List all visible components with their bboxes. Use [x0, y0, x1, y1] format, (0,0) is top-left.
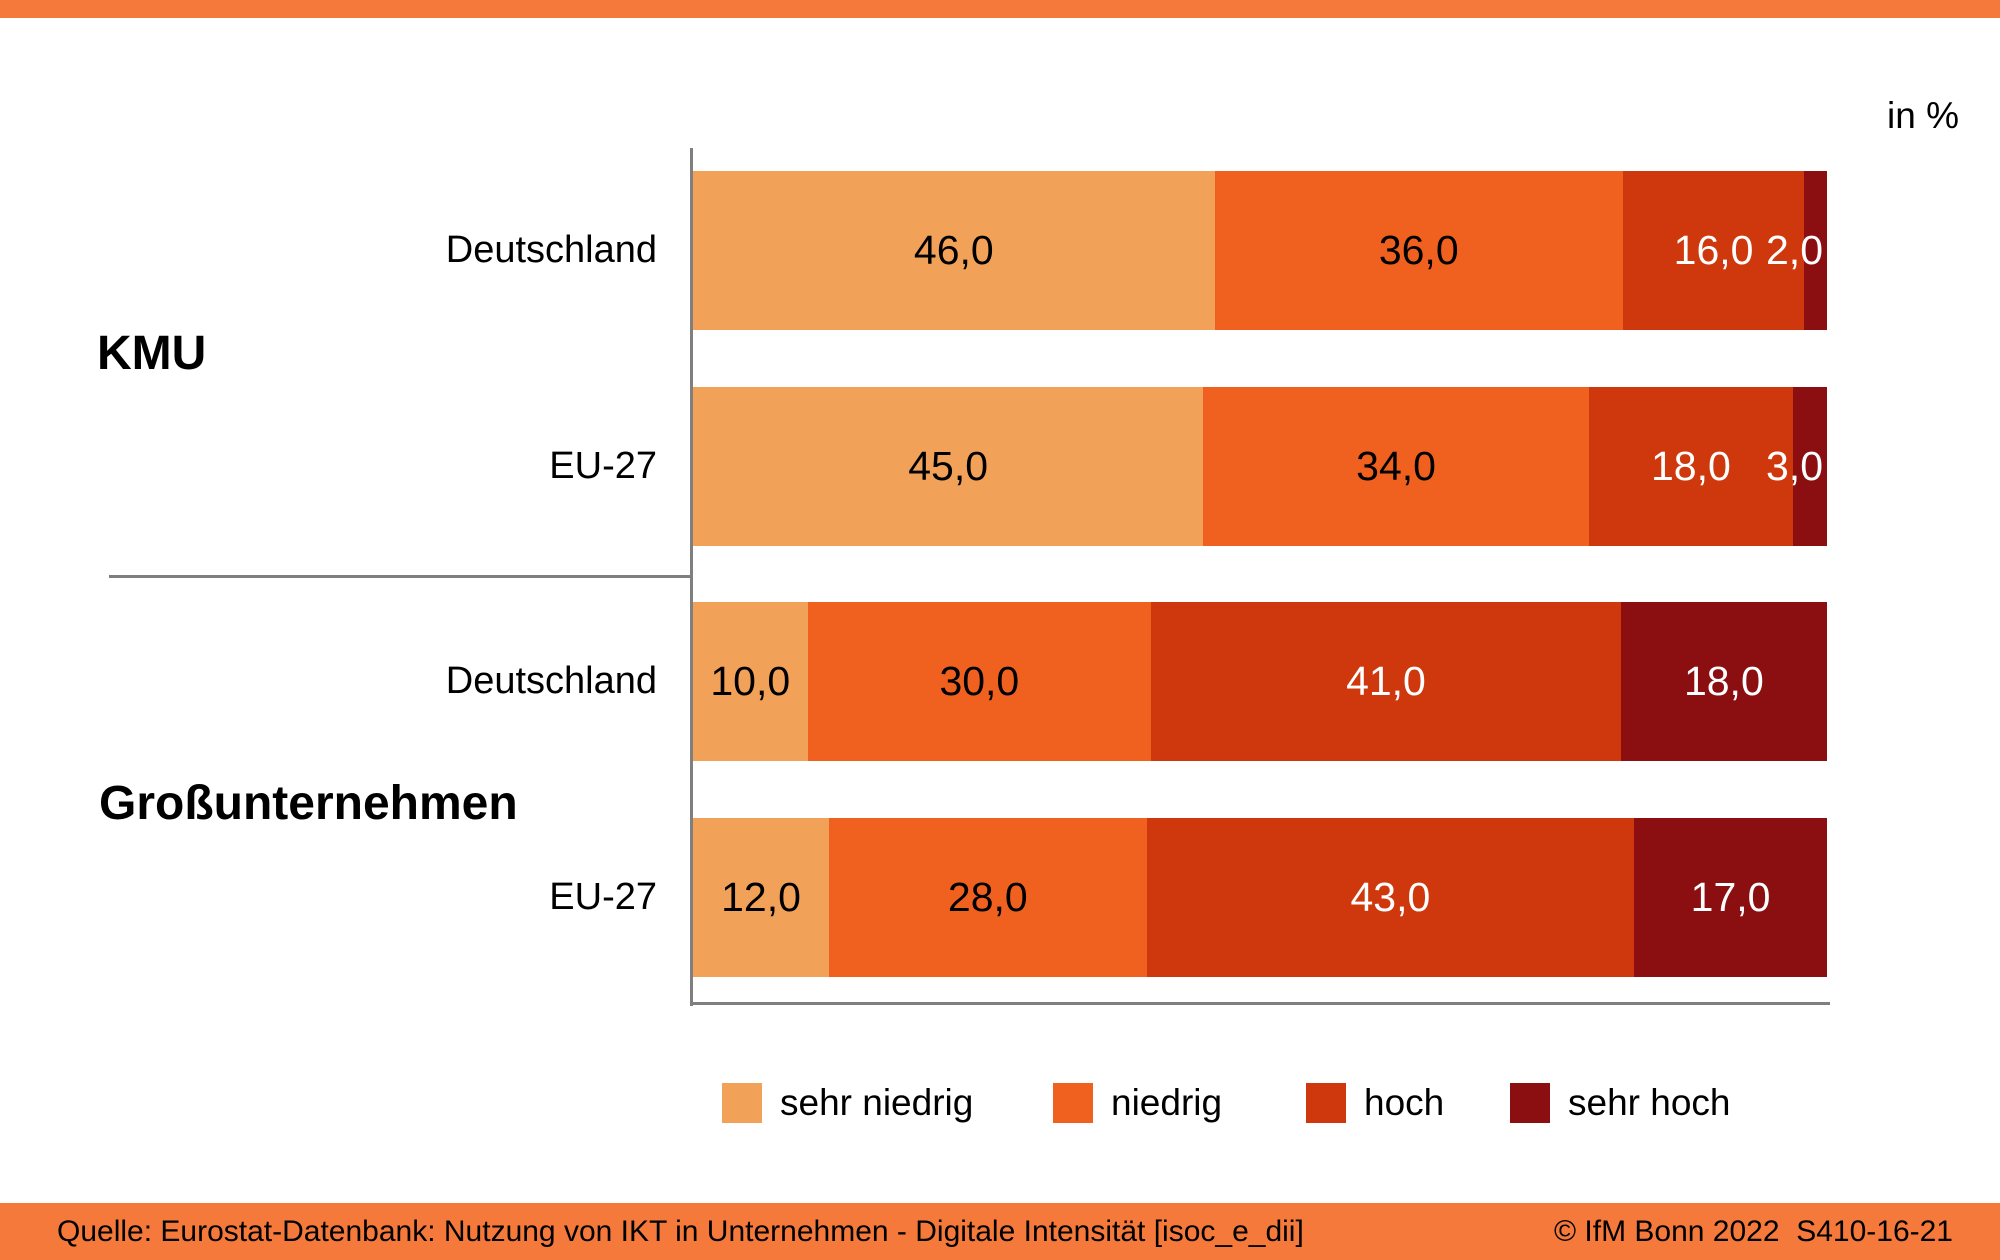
legend-item: hoch [1306, 1082, 1445, 1123]
bar-value-label: 10,0 [710, 658, 791, 704]
y-axis-line [690, 148, 693, 1006]
legend-item: sehr niedrig [722, 1082, 974, 1123]
legend-item: niedrig [1053, 1082, 1223, 1123]
legend-label: hoch [1364, 1082, 1445, 1123]
legend-swatch [722, 1083, 762, 1123]
legend-label: sehr niedrig [780, 1082, 974, 1123]
group-label: Großunternehmen [99, 777, 518, 830]
bar-value-label: 43,0 [1350, 874, 1431, 920]
source-text: Quelle: Eurostat-Datenbank: Nutzung von … [57, 1214, 1304, 1248]
bar-value-label: 41,0 [1346, 658, 1426, 704]
bar-segment: 16,0 [1622, 171, 1805, 330]
bar-row: 10,0 30,0 41,0 18,0 [693, 602, 1827, 761]
unit-label: in % [1887, 95, 1959, 136]
bar-segment: 30,0 [807, 602, 1152, 761]
bar-segment: 46,0 [693, 171, 1215, 330]
bar-segment: 28,0 [829, 818, 1147, 977]
legend-item: sehr hoch [1510, 1082, 1731, 1123]
bar-segment: 43,0 [1146, 818, 1635, 977]
top-accent-bar [0, 0, 2000, 18]
bar-value-label: 45,0 [908, 443, 989, 489]
legend-label: sehr hoch [1568, 1082, 1731, 1123]
copyright-text: © IfM Bonn 2022 S410-16-21 [1553, 1214, 1953, 1248]
bar-value-label: 28,0 [947, 874, 1028, 920]
bar-segment [1792, 387, 1827, 546]
bar-value-label: 12,0 [721, 874, 801, 920]
bar-segment: 10,0 [693, 602, 808, 761]
legend-label: niedrig [1111, 1082, 1223, 1123]
group-divider-line [109, 575, 691, 578]
bar-segment: 34,0 [1203, 387, 1589, 546]
bar-row: 45,0 34,0 18,0 3,0 [693, 387, 1827, 546]
bar-value-label: 30,0 [939, 658, 1020, 704]
bar-segment: 45,0 [693, 387, 1204, 546]
bar-value-label: 2,0 [1766, 227, 1823, 273]
bar-segment: 41,0 [1151, 602, 1621, 761]
bar-row: 12,0 28,0 43,0 17,0 [693, 818, 1827, 977]
bar-value-label: 36,0 [1378, 227, 1459, 273]
bar-value-label: 3,0 [1766, 443, 1823, 489]
bar-segment: 36,0 [1214, 171, 1623, 330]
bar-segment: 18,0 [1588, 387, 1793, 546]
bar-value-label: 17,0 [1690, 874, 1771, 920]
bar-row: 46,0 36,0 16,0 2,0 [693, 171, 1827, 330]
bar-segment: 18,0 [1620, 602, 1827, 761]
group-label: KMU [97, 327, 207, 380]
bar-value-label: 16,0 [1673, 227, 1754, 273]
bar-segment: 12,0 [693, 818, 830, 977]
row-label: EU-27 [549, 876, 657, 918]
footer-bar: Quelle: Eurostat-Datenbank: Nutzung von … [0, 1203, 2000, 1260]
row-label: EU-27 [549, 445, 657, 487]
bar-segment [1804, 171, 1827, 330]
row-label: Deutschland [445, 660, 657, 702]
legend-swatch [1053, 1083, 1093, 1123]
bar-segment: 17,0 [1634, 818, 1827, 977]
row-label: Deutschland [445, 229, 657, 271]
bar-value-label: 34,0 [1356, 443, 1436, 489]
bar-value-label: 18,0 [1650, 443, 1731, 489]
x-axis-line [690, 1002, 1830, 1005]
legend-swatch [1306, 1083, 1346, 1123]
legend-swatch [1510, 1083, 1550, 1123]
bar-value-label: 46,0 [913, 227, 994, 273]
bar-value-label: 18,0 [1683, 658, 1764, 704]
